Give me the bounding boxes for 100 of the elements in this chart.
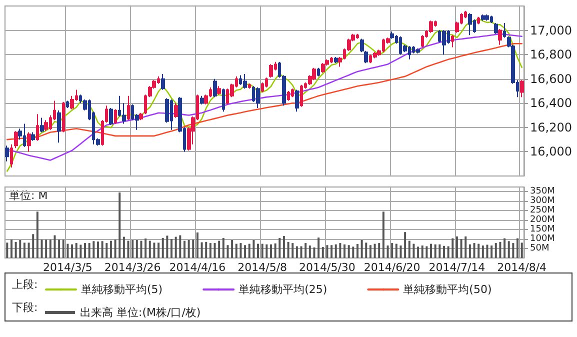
bar [486, 244, 488, 258]
bar [231, 240, 234, 258]
candlestick [57, 110, 61, 144]
y-tick-label: 200M [530, 215, 555, 226]
legend-label: 単純移動平均(25) [238, 283, 328, 296]
bar [478, 244, 480, 258]
candlestick [161, 74, 165, 90]
candlestick [477, 16, 480, 25]
candlestick [265, 77, 268, 88]
candlestick [451, 34, 454, 48]
bar [468, 244, 471, 258]
bar [287, 242, 290, 258]
candlestick [66, 100, 69, 108]
candlestick [217, 86, 221, 96]
bar [192, 240, 194, 258]
y-tick-label: 250M [530, 206, 555, 216]
bar [266, 244, 268, 258]
bar [442, 246, 445, 258]
bar [308, 246, 311, 258]
bar [174, 236, 177, 258]
legend-title: 上段: [12, 278, 38, 291]
bar [447, 246, 450, 258]
bar [334, 244, 337, 258]
bar [430, 244, 432, 258]
candlestick [36, 114, 39, 142]
bar [248, 244, 250, 258]
bar [148, 240, 151, 258]
candlestick [494, 22, 498, 34]
bar [166, 236, 168, 258]
candlestick [200, 95, 204, 105]
legend-label: 出来高 単位:(M株/口/枚) [80, 306, 201, 319]
y-tick-label: 16,600 [530, 72, 572, 86]
bar [516, 238, 519, 258]
bar [374, 244, 376, 258]
bar [395, 244, 398, 258]
candlestick [269, 64, 273, 78]
bar [252, 240, 255, 258]
candlestick [10, 144, 13, 168]
bar [504, 238, 506, 258]
bar [456, 236, 458, 258]
bar [19, 240, 22, 258]
bar [140, 240, 142, 258]
y-tick-label: 16,400 [530, 96, 572, 110]
bar [58, 240, 60, 258]
candlestick [243, 74, 247, 90]
candlestick [373, 52, 377, 59]
bar [45, 240, 48, 258]
candlestick [498, 28, 502, 46]
bar [106, 243, 108, 258]
candlestick [109, 108, 113, 126]
candlestick [114, 108, 117, 124]
bar [360, 240, 363, 258]
candlestick [127, 95, 130, 121]
candlestick [300, 84, 303, 108]
bar [490, 246, 493, 258]
bar [352, 246, 354, 258]
bar [66, 244, 69, 258]
bar [40, 240, 43, 258]
candlestick [429, 20, 433, 34]
bar [322, 247, 324, 258]
candlestick [62, 101, 65, 133]
bar [183, 240, 186, 258]
candlestick [174, 102, 178, 118]
bar [369, 245, 372, 258]
bar [391, 243, 394, 258]
candlestick [312, 67, 316, 81]
candlestick [485, 14, 489, 22]
bar [292, 243, 294, 258]
bar [378, 243, 380, 258]
x-tick-label: 2014/5/30 [299, 261, 356, 274]
bar [296, 246, 298, 258]
x-tick-label: 2014/7/14 [428, 261, 486, 274]
bar [196, 232, 198, 258]
bar [170, 239, 173, 258]
y-tick-label: 300M [530, 196, 555, 206]
bar [326, 245, 328, 258]
bar [188, 240, 190, 258]
y-tick-label: 50M [530, 244, 550, 254]
candlestick [481, 14, 485, 22]
bar [28, 242, 30, 258]
candlestick [5, 145, 9, 162]
bar [386, 246, 389, 258]
bar [36, 212, 38, 258]
bar [499, 242, 502, 258]
candlestick [317, 67, 320, 77]
bar [23, 242, 26, 258]
x-tick-label: 2014/6/20 [364, 261, 420, 274]
candlestick [520, 80, 524, 98]
bar [118, 192, 121, 258]
legend-label: 単純移動平均(50) [403, 283, 492, 296]
bar [404, 232, 406, 258]
bar [278, 238, 281, 258]
bar [365, 242, 368, 258]
bar [339, 243, 342, 258]
bar [222, 238, 224, 258]
bar [270, 244, 272, 258]
candlestick [334, 56, 338, 64]
bar [158, 242, 160, 258]
bar [162, 238, 164, 258]
bar [209, 243, 212, 258]
